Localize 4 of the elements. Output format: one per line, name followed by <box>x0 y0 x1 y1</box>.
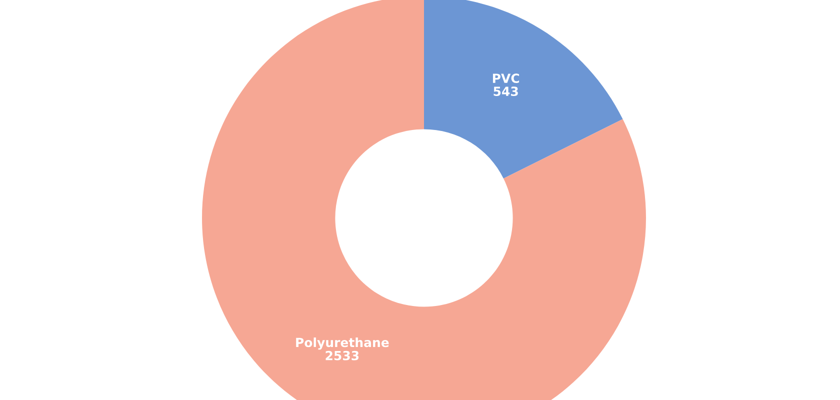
data-label: 543 <box>494 86 518 96</box>
slice-label: Polyurethane <box>296 337 389 350</box>
slice-label: PVC <box>492 74 520 83</box>
data-label: 2533 <box>326 350 359 360</box>
